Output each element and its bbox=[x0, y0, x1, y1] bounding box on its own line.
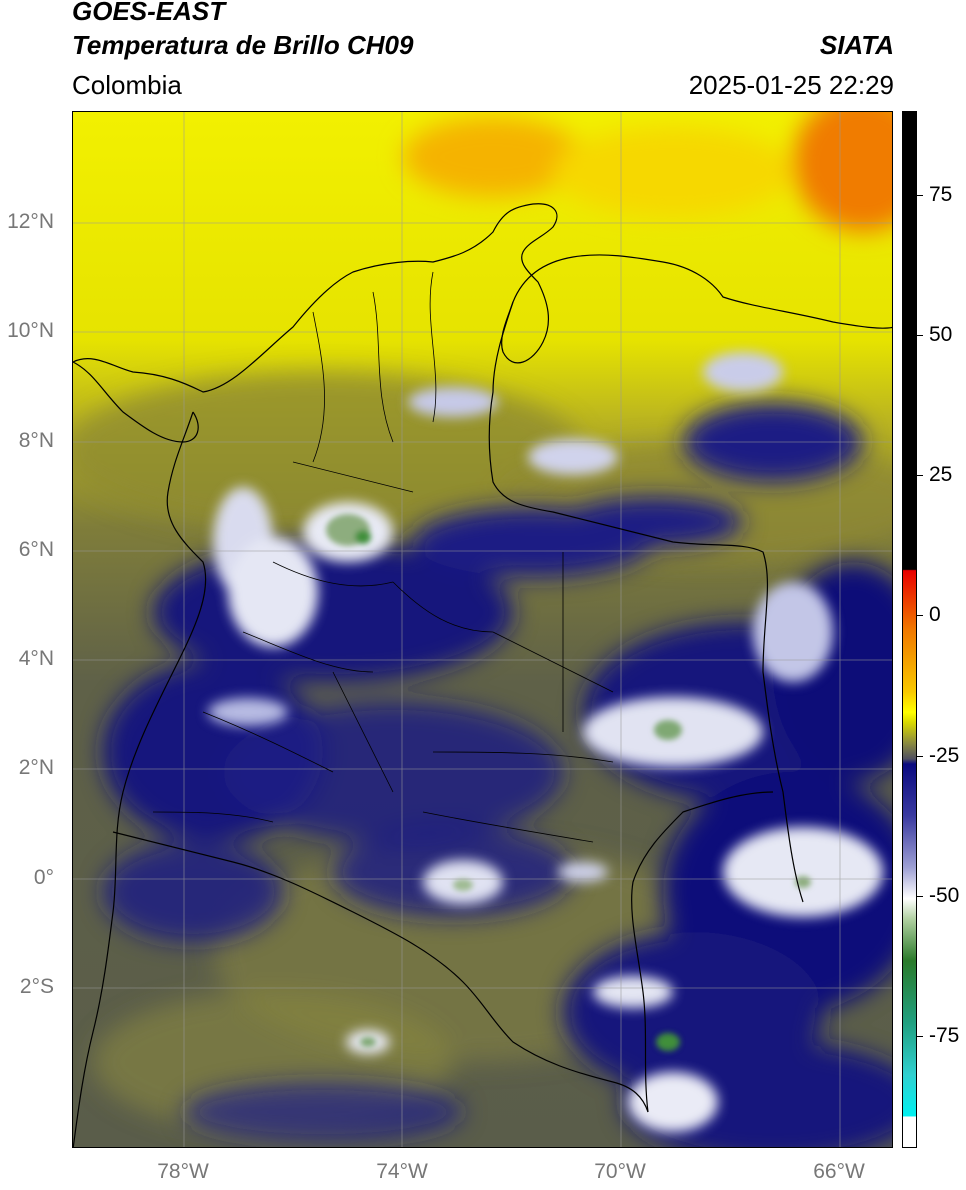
colorbar-tick-mark bbox=[917, 615, 923, 617]
cold-cloud-tops bbox=[208, 352, 883, 1132]
warm-areas bbox=[403, 112, 892, 232]
colorbar-canvas bbox=[903, 112, 916, 1147]
panama-coastline bbox=[73, 361, 199, 443]
lat-label-4n: 4°N bbox=[18, 647, 54, 670]
timestamp: 2025-01-25 22:29 bbox=[688, 70, 894, 100]
lat-label-6n: 6°N bbox=[18, 538, 54, 561]
lat-label-12n: 12°N bbox=[7, 210, 54, 233]
organization-label: SIATA bbox=[819, 30, 894, 60]
satellite-title: GOES-EAST bbox=[72, 0, 226, 26]
lat-label-8n: 8°N bbox=[18, 429, 54, 452]
colorbar-tick-mark bbox=[917, 755, 923, 757]
colorbar-tick-label: -75 bbox=[929, 1023, 960, 1047]
lon-label-78w: 78°W bbox=[157, 1160, 209, 1183]
colombia-venezuela-border bbox=[488, 301, 804, 903]
lon-label-66w: 66°W bbox=[813, 1160, 865, 1183]
colombia-south-border bbox=[112, 831, 649, 1113]
borders bbox=[73, 203, 892, 1147]
lon-label-74w: 74°W bbox=[376, 1160, 428, 1183]
lat-label-0: 0° bbox=[33, 866, 54, 889]
region-label: Colombia bbox=[72, 70, 182, 100]
department-boundaries bbox=[152, 271, 614, 843]
colorbar bbox=[902, 111, 917, 1148]
caribbean-coastline bbox=[73, 203, 892, 393]
graticule bbox=[73, 112, 892, 1147]
colombia-brazil-border bbox=[631, 791, 774, 1113]
lat-label-2n: 2°N bbox=[18, 756, 54, 779]
colorbar-gradient bbox=[903, 112, 916, 1147]
colorbar-tick-mark bbox=[917, 895, 923, 897]
lat-label-2s: 2°S bbox=[19, 975, 54, 998]
colorbar-tick-mark bbox=[917, 475, 923, 477]
satellite-map bbox=[72, 111, 893, 1148]
colorbar-tick-label: 0 bbox=[929, 603, 941, 627]
lon-label-70w: 70°W bbox=[594, 1160, 646, 1183]
colorbar-tick-label: 50 bbox=[929, 323, 953, 347]
lat-label-10n: 10°N bbox=[7, 319, 54, 342]
colorbar-tick-label: 75 bbox=[929, 183, 953, 207]
coldest-cores bbox=[326, 514, 811, 1051]
pacific-coastline bbox=[73, 411, 207, 1147]
colorbar-tick-label: -50 bbox=[929, 883, 960, 907]
map-canvas bbox=[73, 112, 892, 1147]
colorbar-tick-mark bbox=[917, 195, 923, 197]
product-title: Temperatura de Brillo CH09 bbox=[72, 30, 414, 60]
colorbar-tick-mark bbox=[917, 335, 923, 337]
colorbar-tick-label: 25 bbox=[929, 463, 953, 487]
colorbar-tick-mark bbox=[917, 1035, 923, 1037]
colorbar-tick-label: -25 bbox=[929, 743, 960, 767]
